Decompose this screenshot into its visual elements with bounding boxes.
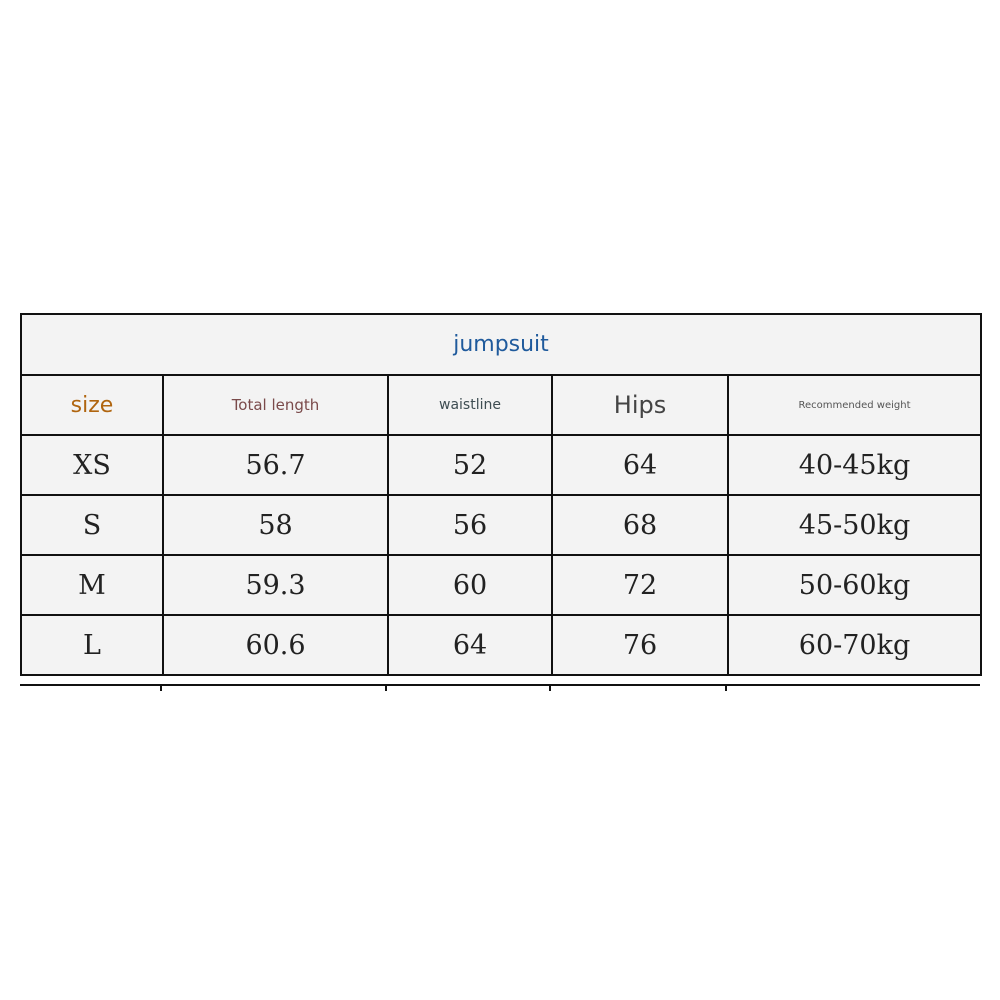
header-waistline: waistline xyxy=(387,374,553,436)
cut-off-row-border xyxy=(20,684,980,691)
cell-hips: 76 xyxy=(551,614,729,676)
cell-total-length: 60.6 xyxy=(162,614,389,676)
table-row: M 59.3 60 72 50-60kg xyxy=(20,554,983,616)
cell-weight: 40-45kg xyxy=(726,434,983,496)
column-tick xyxy=(385,686,387,691)
column-tick xyxy=(160,686,162,691)
column-tick xyxy=(725,686,727,691)
header-size: size xyxy=(20,374,164,436)
cell-total-length: 59.3 xyxy=(162,554,389,616)
table-row: L 60.6 64 76 60-70kg xyxy=(20,614,983,676)
header-hips: Hips xyxy=(551,374,729,436)
title-row: jumpsuit xyxy=(19,313,983,376)
cell-total-length: 58 xyxy=(162,494,389,556)
header-row: size Total length waistline Hips Recomme… xyxy=(20,374,983,436)
size-chart-table: jumpsuit size Total length waistline Hip… xyxy=(19,313,983,676)
cell-size: L xyxy=(20,614,164,676)
header-total-length: Total length xyxy=(162,374,389,436)
cell-waistline: 64 xyxy=(387,614,553,676)
cell-total-length: 56.7 xyxy=(162,434,389,496)
cell-size: XS xyxy=(20,434,164,496)
table-row: S 58 56 68 45-50kg xyxy=(20,494,983,556)
cell-waistline: 56 xyxy=(387,494,553,556)
cell-waistline: 52 xyxy=(387,434,553,496)
cell-waistline: 60 xyxy=(387,554,553,616)
cell-hips: 68 xyxy=(551,494,729,556)
header-recommended-weight: Recommended weight xyxy=(726,374,983,436)
cell-hips: 64 xyxy=(551,434,729,496)
cell-weight: 45-50kg xyxy=(726,494,983,556)
column-tick xyxy=(549,686,551,691)
cell-weight: 50-60kg xyxy=(726,554,983,616)
cell-size: M xyxy=(20,554,164,616)
cell-hips: 72 xyxy=(551,554,729,616)
cell-size: S xyxy=(20,494,164,556)
cell-weight: 60-70kg xyxy=(726,614,983,676)
table-row: XS 56.7 52 64 40-45kg xyxy=(20,434,983,496)
table-title: jumpsuit xyxy=(19,313,983,376)
